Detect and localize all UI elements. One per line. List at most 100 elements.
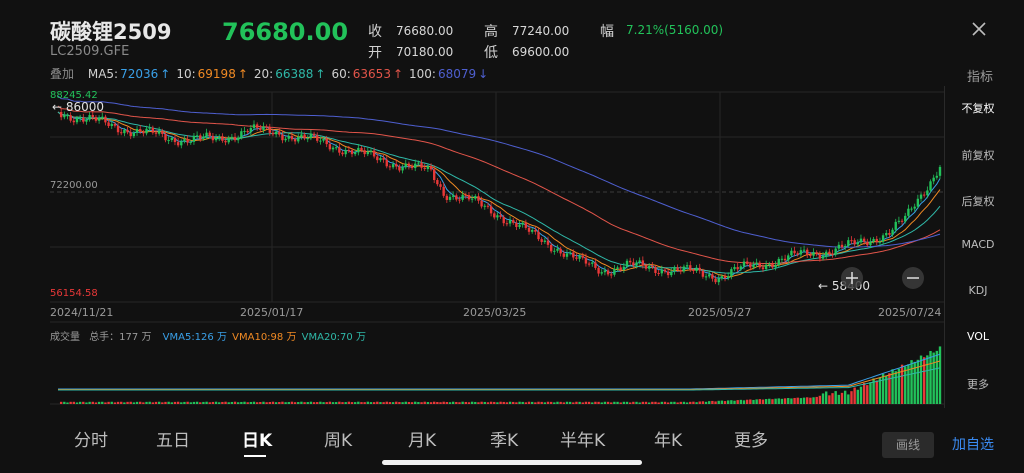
volume-bar <box>59 401 63 404</box>
volume-bar <box>404 401 407 404</box>
volume-bar <box>714 401 717 404</box>
volume-bar <box>739 399 743 404</box>
candle-body <box>255 124 259 128</box>
volume-bar <box>423 401 426 404</box>
volume-bar <box>385 401 388 404</box>
candle-body <box>470 198 474 200</box>
candle-body <box>815 252 818 255</box>
candle-body <box>717 278 720 283</box>
side-button-更多[interactable]: 更多 <box>967 378 989 391</box>
candle-body <box>186 139 189 143</box>
volume-bar <box>189 402 192 404</box>
tab-半年K[interactable]: 半年K <box>560 431 606 451</box>
candle-body <box>88 114 91 120</box>
volume-bar <box>126 401 129 404</box>
side-button-后复权[interactable]: 后复权 <box>961 195 995 208</box>
indicator-label[interactable]: 指标 <box>966 70 993 85</box>
volume-bar <box>107 401 110 404</box>
volume-bar <box>230 401 234 404</box>
volume-bar <box>78 401 82 404</box>
volume-bar <box>587 401 591 404</box>
side-button-前复权[interactable]: 前复权 <box>961 149 995 162</box>
volume-bar <box>363 402 366 404</box>
volume-bar <box>325 402 328 404</box>
overlay-label[interactable]: 叠加 <box>50 67 75 81</box>
candle-body <box>809 255 812 257</box>
zoom-out-button[interactable] <box>902 267 924 289</box>
volume-bar <box>527 401 531 404</box>
candle-body <box>663 269 667 272</box>
candle-body <box>787 255 790 261</box>
volume-bar <box>701 401 705 404</box>
tab-五日[interactable]: 五日 <box>156 431 190 451</box>
candle-body <box>249 128 253 133</box>
volume-bar <box>110 401 113 404</box>
volume-bar <box>88 401 91 404</box>
volume-bar <box>85 402 88 404</box>
candle-body <box>862 238 866 242</box>
candle-body <box>875 238 878 243</box>
volume-bar <box>293 402 297 404</box>
candle-body <box>578 255 581 259</box>
volume-bar <box>493 401 496 404</box>
side-button-不复权[interactable]: 不复权 <box>961 102 995 115</box>
candle-body <box>161 130 164 134</box>
candle-body <box>445 195 449 200</box>
candle-body <box>704 276 708 278</box>
tab-月K[interactable]: 月K <box>408 431 437 451</box>
ma-item-arrow: ↑ <box>392 67 404 81</box>
tab-周K[interactable]: 周K <box>324 431 353 451</box>
volume-bar <box>69 401 72 404</box>
candle-body <box>135 129 139 133</box>
candle-body <box>499 215 502 217</box>
candle-body <box>451 195 455 197</box>
volume-bar <box>755 399 758 404</box>
volume-bar <box>708 401 711 404</box>
candle-body <box>850 240 853 242</box>
candle-body <box>796 253 799 255</box>
volume-bar <box>448 402 452 404</box>
volume-bar <box>480 401 483 404</box>
volume-bar <box>922 357 926 404</box>
volume-bar <box>287 402 290 404</box>
add-to-watchlist-button[interactable]: 加自选 <box>952 437 994 453</box>
candle-body <box>410 166 414 169</box>
close-button[interactable] <box>968 18 990 40</box>
candle-body <box>129 132 132 137</box>
candle-body <box>878 241 882 243</box>
zoom-in-button[interactable] <box>841 267 863 289</box>
candle-body <box>581 255 584 258</box>
volume-bar <box>553 402 556 404</box>
side-button-vol[interactable]: VOL <box>966 330 990 343</box>
candle-body <box>597 267 600 274</box>
tab-季K[interactable]: 季K <box>490 431 519 451</box>
candle-body <box>474 196 477 199</box>
tab-日K[interactable]: 日K <box>242 431 273 451</box>
draw-line-button[interactable]: 画线 <box>882 432 934 458</box>
candle-body <box>104 116 107 123</box>
y-axis-mid-label: 72200.00 <box>50 180 98 191</box>
kline-chart[interactable]: 88245.42 ← 86000 72200.00 56154.58 ← 584… <box>0 0 944 420</box>
vma5-value: VMA5:126 万 <box>162 332 227 343</box>
tab-分时[interactable]: 分时 <box>74 431 108 451</box>
candle-body <box>824 251 828 256</box>
low-value: 69600.00 <box>512 45 570 59</box>
candle-body <box>701 270 705 277</box>
volume-bar <box>666 402 670 404</box>
volume-bar <box>176 401 180 404</box>
volume-bar <box>847 394 850 404</box>
candle-body <box>382 158 385 160</box>
candle-body <box>657 272 660 274</box>
side-button-kdj[interactable]: KDJ <box>968 284 988 297</box>
candle-body <box>806 249 809 256</box>
tab-年K[interactable]: 年K <box>654 431 683 451</box>
volume-bar <box>543 402 547 404</box>
volume-bar <box>338 401 341 404</box>
volume-bar <box>274 402 278 404</box>
tab-更多[interactable]: 更多 <box>734 431 768 451</box>
close-value: 76680.00 <box>396 24 454 38</box>
side-button-macd[interactable]: MACD <box>961 238 995 251</box>
volume-bar <box>900 364 904 404</box>
x-axis-label: 2024/11/21 <box>50 306 113 319</box>
volume-bar <box>309 401 313 404</box>
